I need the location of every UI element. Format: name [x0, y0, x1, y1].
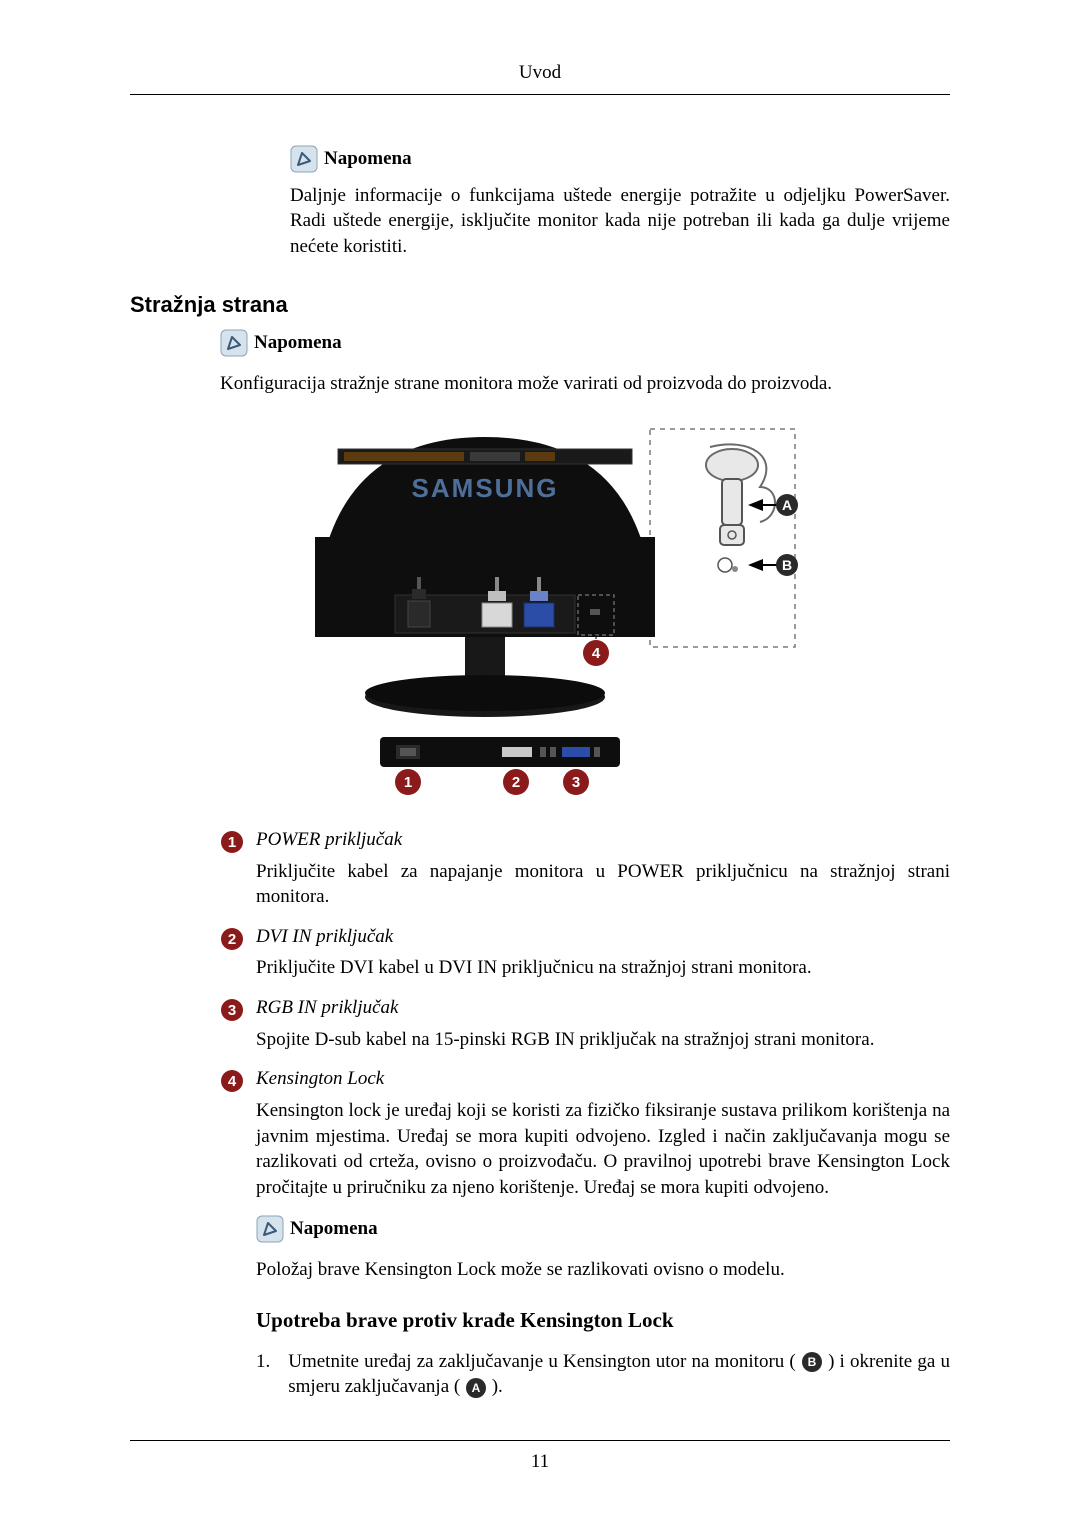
svg-text:A: A: [472, 1381, 481, 1395]
item-1-title: POWER priključak: [256, 827, 402, 853]
item-2-header: 2 DVI IN priključak: [220, 924, 950, 952]
inline-badge-a-icon: A: [465, 1377, 487, 1399]
monitor-back-figure: A B SAMSUNG 4 1 2 3: [280, 417, 800, 797]
page-header: Uvod: [130, 60, 950, 95]
inline-badge-b-icon: B: [801, 1351, 823, 1373]
note-block-2: Napomena Položaj brave Kensington Lock m…: [256, 1215, 950, 1283]
svg-text:B: B: [808, 1355, 817, 1369]
svg-text:4: 4: [228, 1073, 237, 1090]
svg-text:3: 3: [228, 1002, 236, 1019]
item-3-body: Spojite D-sub kabel na 15-pinski RGB IN …: [256, 1027, 950, 1053]
usage-list: 1. Umetnite uređaj za zaključavanje u Ke…: [256, 1349, 950, 1400]
note-text-2: Položaj brave Kensington Lock može se ra…: [256, 1257, 950, 1283]
section-note-heading: Napomena: [220, 329, 950, 357]
port-list: 1 POWER priključak Priključite kabel za …: [130, 827, 950, 1201]
usage-heading: Upotreba brave protiv krađe Kensington L…: [256, 1306, 950, 1334]
svg-text:1: 1: [228, 834, 236, 851]
item-4-body: Kensington lock je uređaj koji se korist…: [256, 1098, 950, 1201]
config-text: Konfiguracija stražnje strane monitora m…: [220, 371, 950, 397]
usage-text-before: Umetnite uređaj za zaključavanje u Kensi…: [288, 1351, 796, 1372]
note-icon: [290, 145, 318, 173]
note-label-2: Napomena: [290, 1216, 378, 1242]
section-note-label: Napomena: [254, 330, 342, 356]
note-block-1: Napomena Daljnje informacije o funkcijam…: [290, 145, 950, 260]
section-note-block: Napomena: [220, 329, 950, 357]
note-text-1: Daljnje informacije o funkcijama uštede …: [290, 183, 950, 260]
svg-text:1: 1: [404, 774, 412, 791]
page-footer: 11: [130, 1440, 950, 1475]
item-3-header: 3 RGB IN priključak: [220, 995, 950, 1023]
badge-2-icon: 2: [220, 927, 244, 951]
section-title: Stražnja strana: [130, 290, 950, 320]
item-2-title: DVI IN priključak: [256, 924, 393, 950]
svg-text:A: A: [782, 497, 792, 513]
svg-text:2: 2: [228, 931, 236, 948]
badge-4-icon: 4: [220, 1069, 244, 1093]
svg-text:4: 4: [592, 645, 601, 662]
badge-1-icon: 1: [220, 830, 244, 854]
item-2-body: Priključite DVI kabel u DVI IN priključn…: [256, 955, 950, 981]
item-1-body: Priključite kabel za napajanje monitora …: [256, 859, 950, 910]
svg-text:2: 2: [512, 774, 520, 791]
note-icon: [220, 329, 248, 357]
svg-text:3: 3: [572, 774, 580, 791]
note-label-1: Napomena: [324, 146, 412, 172]
usage-step-1: 1. Umetnite uređaj za zaključavanje u Ke…: [256, 1349, 950, 1400]
note-heading-2: Napomena: [256, 1215, 950, 1243]
usage-step-num: 1.: [256, 1349, 270, 1400]
page-number: 11: [531, 1451, 549, 1472]
note-heading-1: Napomena: [290, 145, 950, 173]
item-4-header: 4 Kensington Lock: [220, 1066, 950, 1094]
item-3-title: RGB IN priključak: [256, 995, 398, 1021]
note-icon: [256, 1215, 284, 1243]
svg-text:SAMSUNG: SAMSUNG: [412, 473, 559, 503]
badge-3-icon: 3: [220, 998, 244, 1022]
item-4-title: Kensington Lock: [256, 1066, 384, 1092]
usage-step-text: Umetnite uređaj za zaključavanje u Kensi…: [288, 1349, 950, 1400]
item-1-header: 1 POWER priključak: [220, 827, 950, 855]
svg-text:B: B: [782, 557, 792, 573]
usage-text-after: ).: [492, 1376, 503, 1397]
